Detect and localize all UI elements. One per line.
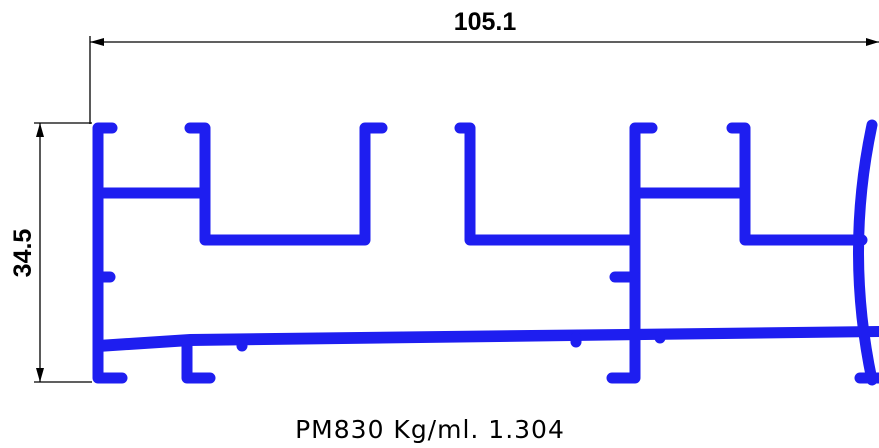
- caption: PM830 Kg/ml. 1.304: [295, 415, 565, 444]
- dimension-lines: [34, 36, 879, 383]
- aluminium-profile: [92, 119, 879, 386]
- base-plate: [98, 326, 879, 352]
- height-dimension: 34.5: [9, 229, 37, 278]
- width-dimension: 105.1: [454, 8, 517, 36]
